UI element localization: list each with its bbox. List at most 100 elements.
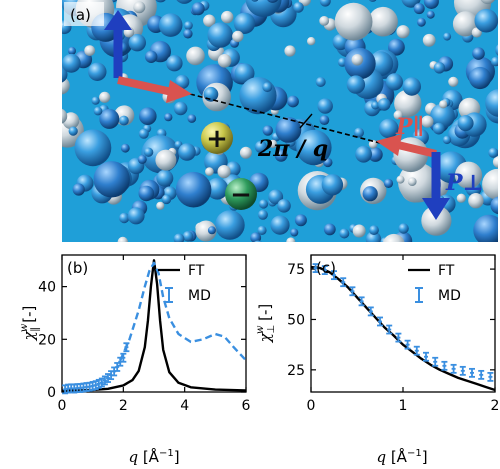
molecule-sphere [143,147,154,157]
molecule-sphere [433,62,446,74]
chart-c-xlabel: q [Å−1] [376,447,427,466]
molecule-sphere [254,240,263,242]
molecule-sphere [187,114,197,123]
molecule-sphere [145,50,158,63]
ft-curve [61,259,247,392]
panel-a-label: (a) [70,6,91,24]
molecule-sphere [442,135,452,145]
molecule-sphere [368,147,383,162]
md-data-point [312,263,319,273]
molecule-sphere [217,54,232,68]
molecule-sphere [274,148,288,162]
md-data-point [105,373,111,383]
chart-c: 0 1 2 25 50 75 (c) FT MD χw⊥[-] q [Å−1] [255,254,499,466]
y-tick-label: 20 [38,332,56,348]
molecule-sphere [203,14,216,27]
molecule-sphere [137,154,147,164]
molecule-sphere [156,169,174,187]
x-tick-label: 6 [242,398,251,414]
cation-sign: + [206,124,228,154]
chart-b-ylabel: χw∥[-] [19,306,41,342]
chart-c-frame [310,254,496,393]
y-tick-label: 25 [287,363,305,379]
molecule-sphere [176,0,193,4]
molecule-sphere [175,171,212,208]
molecule-sphere [417,17,426,27]
molecule-sphere [369,0,377,2]
molecule-sphere [191,2,205,16]
md-data-point [386,324,393,335]
md-data-point [432,356,439,367]
md-data-point [98,377,105,388]
molecule-sphere [232,30,244,43]
molecule-sphere [472,47,485,60]
molecule-sphere [352,224,366,238]
molecule-sphere [206,177,229,200]
md-dashed-curve [119,261,247,362]
y-tick-label: 50 [287,312,305,328]
molecule-sphere [394,89,422,118]
molecule-sphere [182,231,194,242]
x-tick-label: 0 [58,398,67,414]
molecule-sphere [161,194,172,205]
wavelength-line [189,93,381,144]
x-tick-label: 0 [307,398,316,414]
molecule-sphere [88,62,107,81]
ft-curve [310,265,496,392]
molecule-sphere [413,3,425,15]
molecule-sphere [62,53,81,73]
svg-text:χw∥[-]: χw∥[-] [19,306,41,342]
molecule-sphere [117,236,128,242]
molecule-sphere [178,143,196,161]
molecule-sphere [203,86,219,102]
md-data-point [459,365,466,376]
molecule-sphere [186,46,205,66]
molecule-sphere [286,237,296,242]
molecule-sphere [128,34,146,52]
molecule-sphere [369,225,379,236]
molecule-sphere [480,0,495,5]
svg-text:χw⊥[-]: χw⊥[-] [255,304,277,344]
molecule-sphere [482,168,498,200]
molecule-sphere [354,127,364,138]
anion [225,178,257,210]
md-data-point [114,362,121,372]
wavelength-slash [299,113,313,129]
molecule-sphere [250,232,262,242]
molecule-sphere [127,207,145,225]
md-data-point [101,375,108,386]
molecule-sphere [407,241,410,242]
panel-a-label-box [64,2,104,26]
md-data-point [95,378,102,389]
chart-b-legend: FT MD [158,263,211,304]
molecule-sphere [268,189,284,205]
molecule-sphere [164,113,173,122]
md-data-point [321,265,328,276]
molecule-sphere [120,143,130,153]
molecule-sphere [233,12,256,35]
md-data-point [92,380,99,391]
molecule-sphere [91,96,100,105]
molecule-sphere [457,115,474,132]
y-tick-label: 40 [38,280,56,296]
md-data-point [331,270,337,281]
md-data-point [358,296,365,307]
molecule-sphere [296,129,332,166]
molecule-sphere [138,128,149,139]
chart-b: 0 2 4 6 0 20 40 (b) FT MD χw∥[-] q [Å−1] [19,254,251,466]
molecule-sphere [217,165,231,179]
molecule-sphere [490,56,498,67]
molecule-sphere [74,129,112,167]
molecule-sphere [307,37,316,46]
molecule-sphere [454,161,483,189]
x-tick-label: 2 [119,398,128,414]
molecule-sphere [421,115,434,128]
molecule-sphere [119,115,129,126]
molecule-sphere [155,0,166,3]
p-parallel-label: P∥ [395,114,424,140]
chart-c-panel-label: (c) [316,259,336,277]
molecule-sphere [317,98,333,114]
molecule-sphere [423,0,439,9]
molecule-sphere [139,107,157,125]
